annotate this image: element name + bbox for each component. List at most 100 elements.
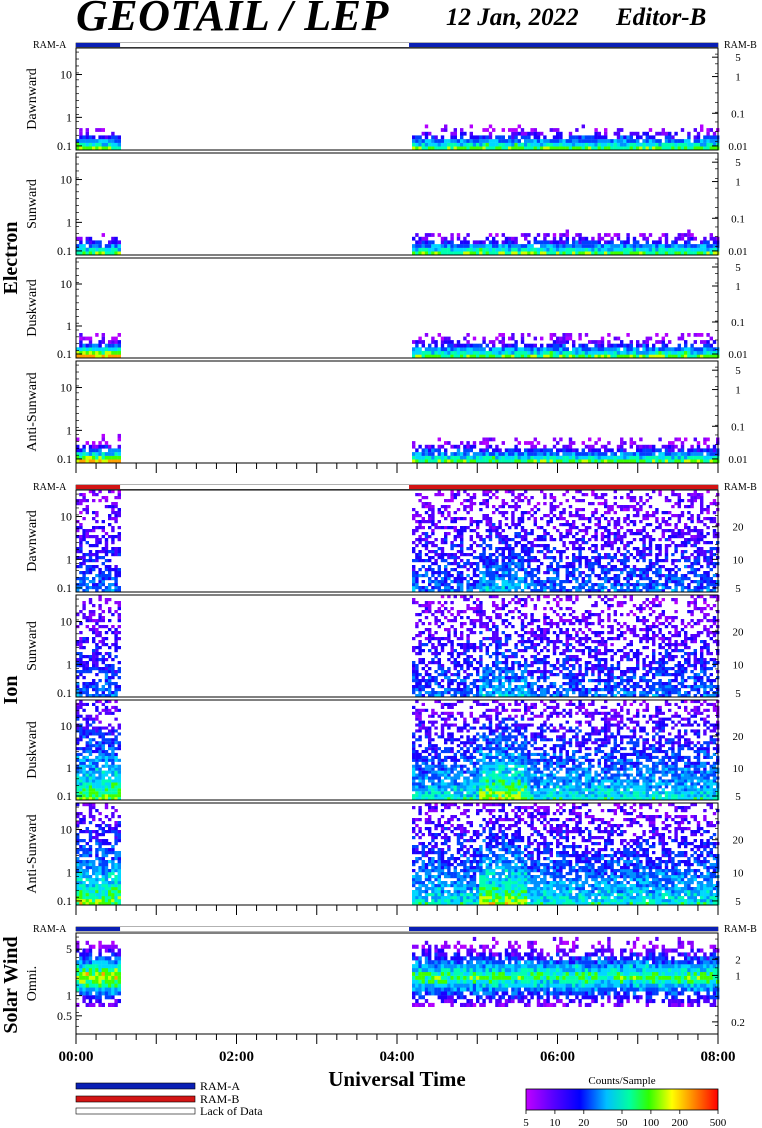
heat-cell xyxy=(488,580,493,584)
heat-cell xyxy=(597,556,601,560)
heat-cell xyxy=(498,565,502,569)
heat-cell xyxy=(588,526,592,530)
heat-cell xyxy=(536,251,541,256)
heat-cell xyxy=(540,490,544,494)
heat-cell xyxy=(453,135,457,140)
heat-cell xyxy=(498,247,502,252)
heat-cell xyxy=(437,139,441,143)
heat-cell xyxy=(482,493,486,497)
heat-cell xyxy=(664,586,669,590)
heat-cell xyxy=(552,459,557,464)
heat-cell xyxy=(530,532,534,536)
heat-cell xyxy=(613,523,617,527)
heat-cell xyxy=(447,556,451,560)
heat-cell xyxy=(527,139,531,143)
heat-cell xyxy=(92,135,96,140)
heat-cell xyxy=(623,565,627,569)
heat-cell xyxy=(456,664,461,668)
heat-cell xyxy=(476,523,480,527)
heat-cell xyxy=(88,565,93,569)
heat-cell xyxy=(501,667,505,671)
heat-cell xyxy=(578,571,582,575)
heat-cell xyxy=(440,559,445,563)
heat-cell xyxy=(444,251,448,256)
heat-cell xyxy=(517,610,521,614)
heat-cell xyxy=(440,604,445,608)
heat-cell xyxy=(428,502,432,506)
heat-cell xyxy=(437,508,441,512)
heat-cell xyxy=(418,619,422,623)
heat-cell xyxy=(428,505,432,509)
heat-cell xyxy=(472,685,477,689)
heat-cell xyxy=(444,347,448,352)
heat-cell xyxy=(623,350,627,355)
heat-cell xyxy=(661,517,665,521)
heat-cell xyxy=(629,135,633,140)
heat-cell xyxy=(95,574,99,578)
heat-cell xyxy=(629,247,633,252)
heat-cell xyxy=(671,574,675,578)
heat-cell xyxy=(434,550,438,554)
heat-cell xyxy=(524,532,528,536)
heat-cell xyxy=(632,589,637,593)
heat-cell xyxy=(652,571,656,575)
heat-cell xyxy=(466,333,470,337)
heat-cell xyxy=(607,247,611,252)
heat-cell xyxy=(578,251,582,256)
heat-cell xyxy=(658,538,662,542)
heat-cell xyxy=(668,574,672,578)
heat-cell xyxy=(546,628,550,632)
heat-cell xyxy=(472,146,477,151)
heat-cell xyxy=(677,343,681,348)
heat-cell xyxy=(456,493,461,497)
heat-cell xyxy=(559,347,563,352)
heat-cell xyxy=(444,616,448,620)
heat-cell xyxy=(424,670,429,674)
heat-cell xyxy=(626,247,630,252)
heat-cell xyxy=(450,135,454,140)
heat-cell xyxy=(594,135,598,140)
heat-cell xyxy=(536,670,541,674)
heat-cell xyxy=(552,354,557,359)
heat-cell xyxy=(421,580,425,584)
heat-cell xyxy=(114,586,118,590)
heat-cell xyxy=(418,514,422,518)
heat-cell xyxy=(492,652,496,656)
heat-cell xyxy=(626,455,630,460)
heat-cell xyxy=(591,490,595,494)
heat-cell xyxy=(76,455,80,460)
heat-cell xyxy=(626,583,630,587)
heat-cell xyxy=(95,619,99,623)
heat-cell xyxy=(552,343,557,348)
heat-cell xyxy=(437,233,441,237)
heat-cell xyxy=(664,577,669,581)
heat-cell xyxy=(437,619,441,623)
heat-cell xyxy=(488,619,493,623)
heat-cell xyxy=(552,139,557,143)
heat-cell xyxy=(680,354,685,359)
heat-cell xyxy=(488,637,493,641)
heat-cell xyxy=(629,455,633,460)
heat-cell xyxy=(520,535,525,539)
heat-cell xyxy=(415,340,419,344)
heat-cell xyxy=(79,577,83,581)
heat-cell xyxy=(418,682,422,686)
heat-cell xyxy=(101,658,105,662)
heat-cell xyxy=(447,526,451,530)
heat-cell xyxy=(687,559,691,563)
heat-cell xyxy=(437,571,441,575)
heat-cell xyxy=(613,520,617,524)
heat-cell xyxy=(524,448,528,453)
heat-cell xyxy=(562,146,566,151)
heat-cell xyxy=(453,616,457,620)
heat-cell xyxy=(680,146,685,151)
heat-cell xyxy=(466,583,470,587)
heat-cell xyxy=(668,340,672,344)
heat-cell xyxy=(610,448,614,453)
heat-cell xyxy=(677,517,681,521)
heat-cell xyxy=(428,589,432,593)
heat-cell xyxy=(412,667,416,671)
heat-cell xyxy=(117,607,121,611)
heat-cell xyxy=(671,493,675,497)
heat-cell xyxy=(418,135,422,140)
